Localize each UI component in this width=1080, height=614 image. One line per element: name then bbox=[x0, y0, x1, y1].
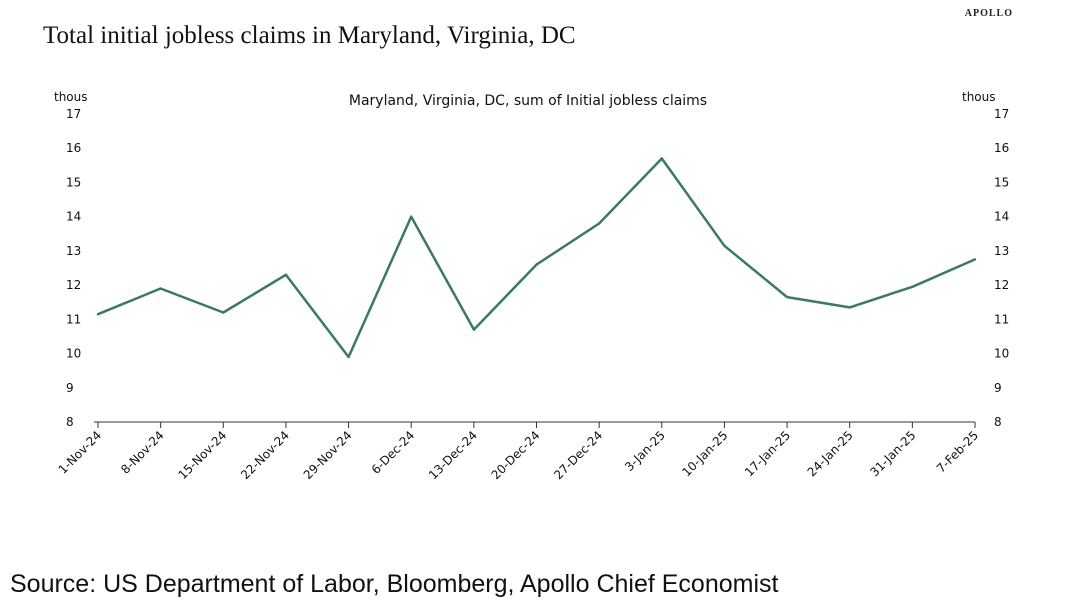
x-tick-label: 17-Jan-25 bbox=[742, 428, 793, 479]
y-tick-label-left: 10 bbox=[66, 347, 81, 361]
x-tick-label: 27-Dec-24 bbox=[551, 428, 605, 482]
y-tick-label-left: 11 bbox=[66, 312, 81, 326]
y-tick-label-right: 12 bbox=[994, 278, 1009, 292]
data-point bbox=[723, 244, 726, 247]
data-point bbox=[347, 355, 350, 359]
x-tick-label: 3-Jan-25 bbox=[622, 428, 668, 474]
y-tick-label-left: 12 bbox=[66, 278, 81, 292]
y-tick-label-left: 8 bbox=[66, 415, 74, 429]
data-point bbox=[410, 215, 413, 218]
brand-logo: APOLLO bbox=[964, 8, 1013, 19]
data-point bbox=[660, 157, 663, 160]
data-point bbox=[785, 295, 789, 299]
data-point bbox=[535, 263, 538, 266]
y-tick-label-right: 11 bbox=[994, 312, 1009, 326]
data-point bbox=[96, 313, 100, 316]
data-point bbox=[284, 273, 288, 277]
line-chart: Maryland, Virginia, DC, sum of Initial j… bbox=[54, 90, 1009, 482]
source-note: Source: US Department of Labor, Bloomber… bbox=[10, 570, 779, 598]
y-tick-label-right: 17 bbox=[994, 107, 1009, 121]
x-tick-label: 8-Nov-24 bbox=[118, 428, 167, 477]
y-tick-label-right: 14 bbox=[994, 210, 1009, 224]
left-axis-ticks: 8 9 10 11 12 13 14 15 16 17 bbox=[66, 107, 81, 429]
y-tick-label-left: 13 bbox=[66, 244, 81, 258]
left-axis-unit: thous bbox=[54, 90, 88, 104]
data-point bbox=[159, 287, 162, 290]
y-tick-label-left: 16 bbox=[66, 141, 81, 155]
chart-subtitle: Maryland, Virginia, DC, sum of Initial j… bbox=[349, 93, 707, 109]
y-tick-label-right: 10 bbox=[994, 347, 1009, 361]
x-tick-label: 29-Nov-24 bbox=[301, 428, 355, 482]
right-axis-unit: thous bbox=[962, 90, 996, 104]
x-tick-label: 24-Jan-25 bbox=[805, 428, 856, 479]
x-tick-label: 15-Nov-24 bbox=[175, 428, 229, 482]
chart-title: Total initial jobless claims in Maryland… bbox=[43, 22, 576, 49]
y-tick-label-right: 15 bbox=[994, 175, 1009, 189]
data-point bbox=[848, 306, 851, 309]
y-tick-label-right: 13 bbox=[994, 244, 1009, 258]
x-axis-ticks bbox=[97, 422, 976, 428]
y-tick-label-right: 8 bbox=[994, 415, 1002, 429]
x-tick-label: 6-Dec-24 bbox=[369, 428, 418, 477]
x-tick-label: 31-Jan-25 bbox=[867, 428, 918, 479]
y-tick-label-left: 14 bbox=[66, 210, 81, 224]
x-tick-label: 1-Nov-24 bbox=[56, 428, 105, 477]
y-tick-label-left: 9 bbox=[66, 381, 74, 395]
x-axis-labels: 1-Nov-24 8-Nov-24 15-Nov-24 22-Nov-24 29-Nov… bbox=[56, 428, 982, 482]
y-tick-label-right: 9 bbox=[994, 381, 1002, 395]
right-axis-ticks: 8 9 10 11 12 13 14 15 16 17 bbox=[994, 107, 1009, 429]
x-tick-label: 22-Nov-24 bbox=[238, 428, 292, 482]
y-tick-label-left: 17 bbox=[66, 107, 81, 121]
data-point bbox=[472, 328, 476, 331]
y-tick-label-right: 16 bbox=[994, 141, 1009, 155]
x-tick-label: 7-Feb-25 bbox=[934, 428, 981, 475]
series-line bbox=[97, 157, 976, 359]
y-tick-label-left: 15 bbox=[66, 175, 81, 189]
data-point bbox=[222, 311, 225, 314]
data-point bbox=[597, 222, 601, 225]
data-point bbox=[973, 258, 977, 261]
series-points bbox=[96, 157, 977, 359]
data-point bbox=[911, 285, 914, 289]
x-tick-label: 20-Dec-24 bbox=[489, 428, 543, 482]
x-tick-label: 13-Dec-24 bbox=[426, 428, 480, 482]
x-tick-label: 10-Jan-25 bbox=[679, 428, 730, 479]
